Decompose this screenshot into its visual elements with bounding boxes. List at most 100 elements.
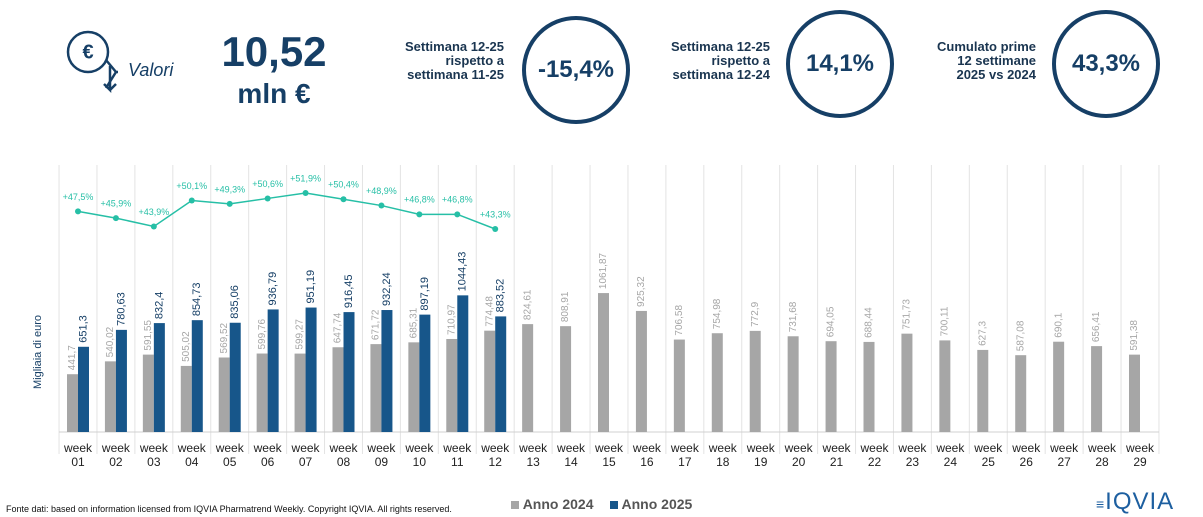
bar (256, 353, 268, 432)
x-tick-label: week 29 (1125, 441, 1154, 469)
x-tick-label: week 04 (177, 441, 206, 469)
data-label: 685,31 (408, 307, 419, 338)
growth-label: +50,4% (328, 180, 359, 190)
bar (218, 357, 230, 432)
bar (419, 314, 431, 432)
y-axis-label: Migliaia di euro (32, 315, 44, 389)
growth-point (378, 202, 385, 209)
growth-label: +49,3% (214, 184, 245, 194)
kpi-circle: -15,4% (522, 16, 630, 124)
x-tick-label: week 01 (63, 441, 92, 469)
data-label: 772,9 (750, 301, 761, 326)
x-tick-label: week 16 (632, 441, 661, 469)
data-label: 591,38 (1129, 320, 1140, 351)
bar (977, 349, 989, 432)
x-tick-label: week 28 (1088, 441, 1117, 469)
logo-text: IQVIA (1105, 488, 1175, 515)
bar (560, 326, 572, 432)
bar (484, 330, 496, 432)
growth-label: +51,9% (290, 173, 321, 183)
bar (78, 346, 89, 432)
data-label: 951,19 (305, 270, 317, 304)
bar (939, 340, 951, 432)
growth-point (75, 208, 81, 215)
bar (598, 293, 609, 432)
x-tick-label: week 02 (101, 441, 130, 469)
x-tick-label: week 23 (898, 441, 927, 469)
growth-label: +45,9% (101, 198, 132, 208)
bar (294, 353, 306, 432)
growth-point (454, 211, 461, 218)
header-unit: mln € (237, 78, 311, 109)
kpi-value: 43,3% (1071, 50, 1141, 77)
bar (332, 347, 344, 432)
x-tick-label: week 26 (1012, 441, 1041, 469)
kpi-text: Settimana 12-25 rispetto a settimana 11-… (405, 39, 504, 82)
growth-label: +48,9% (366, 186, 397, 196)
data-label: 774,48 (484, 296, 495, 327)
x-tick-label: week 27 (1050, 441, 1079, 469)
x-tick-label: week 17 (670, 441, 699, 469)
x-tick-label: week 12 (481, 441, 510, 469)
bar (673, 339, 685, 432)
growth-point (416, 211, 423, 218)
growth-point (302, 190, 309, 196)
footer-source: Fonte dati: based on information license… (6, 504, 452, 514)
growth-point (340, 196, 347, 203)
bar (67, 374, 78, 432)
x-tick-label: week 14 (557, 441, 586, 469)
bar (825, 341, 837, 432)
data-label: 694,05 (826, 306, 837, 337)
bar (522, 324, 534, 432)
legend-swatch (510, 501, 519, 509)
growth-point (226, 200, 233, 207)
growth-label: +46,8% (404, 195, 435, 205)
kpi-value: 14,1% (805, 50, 875, 77)
data-label: 731,68 (788, 301, 799, 332)
header-label: Valori (128, 60, 174, 80)
bar (370, 344, 382, 432)
data-label: 936,79 (267, 272, 279, 306)
x-tick-label: week 11 (443, 441, 472, 469)
kpi-text: Cumulato prime 12 settimane 2025 vs 2024 (937, 39, 1036, 82)
data-label: 780,63 (115, 292, 127, 326)
bar (749, 330, 761, 432)
growth-label: +43,3% (480, 209, 511, 219)
growth-label: +43,9% (138, 207, 169, 217)
bar (1053, 341, 1065, 432)
legend-item: Anno 2025 (609, 496, 692, 512)
data-label: 754,98 (712, 298, 723, 329)
growth-line (77, 192, 496, 230)
bar (381, 310, 393, 432)
data-label: 505,02 (181, 331, 192, 362)
legend: Anno 2024 Anno 2025 (0, 496, 1203, 512)
bar (180, 365, 192, 432)
data-label: 824,61 (522, 289, 533, 320)
data-label: 1044,43 (457, 252, 469, 292)
growth-label: +50,6% (252, 179, 283, 189)
x-tick-label: week 09 (367, 441, 396, 469)
data-label: 688,44 (864, 307, 875, 338)
bar (1091, 346, 1103, 432)
data-label: 656,41 (1091, 311, 1102, 342)
bar (446, 338, 458, 432)
data-label: 599,76 (257, 319, 268, 350)
bar (787, 336, 799, 432)
bar (711, 333, 723, 432)
data-label: 627,3 (977, 320, 988, 345)
data-label: 569,52 (219, 322, 230, 353)
legend-label: Anno 2024 (522, 496, 594, 512)
data-label: 916,45 (343, 274, 355, 308)
data-label: 651,3 (77, 315, 89, 343)
data-label: 835,06 (229, 285, 241, 319)
x-tick-label: week 24 (936, 441, 965, 469)
kpi-value: -15,4% (537, 56, 615, 83)
bar (305, 307, 317, 432)
data-label: 751,73 (902, 299, 913, 330)
x-tick-label: week 05 (215, 441, 244, 469)
data-label: 599,27 (295, 319, 306, 350)
data-label: 854,73 (191, 283, 203, 317)
legend-item: Anno 2024 (510, 496, 594, 512)
svg-text:€: € (82, 41, 93, 63)
